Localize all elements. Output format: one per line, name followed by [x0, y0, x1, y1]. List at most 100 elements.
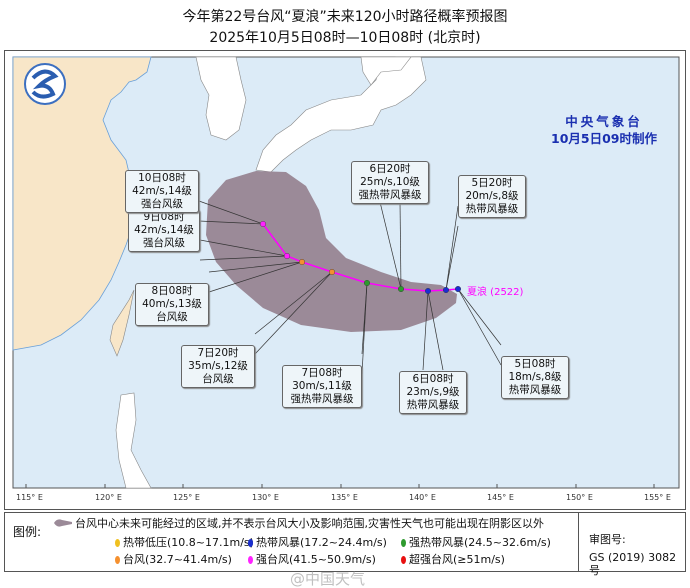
forecast-label: 9日08时 42m/s,14级 强台风级: [128, 209, 200, 252]
forecast-level: 热带风暴级: [508, 384, 562, 396]
legend-dot-icon: [115, 556, 120, 564]
watermark: @中国天气: [290, 570, 366, 588]
land-philippines: [115, 392, 152, 489]
longitude-tick: 125° E: [173, 493, 200, 502]
legend-item: 强热带风暴(24.5~32.6m/s): [401, 534, 551, 550]
legend-item: 热带风暴(17.2~24.4m/s): [248, 534, 387, 550]
forecast-time: 6日20时: [369, 163, 411, 175]
leader-line: [427, 290, 444, 371]
forecast-level: 强热带风暴级: [358, 189, 422, 201]
leader-line: [379, 201, 402, 290]
longitude-tick: 140° E: [409, 493, 436, 502]
issue-time: 10月5日09时制作: [551, 131, 657, 146]
legend-label: 强台风(41.5~50.9m/s): [256, 553, 376, 566]
legend-item: 热带低压(10.8~17.1m/s): [115, 534, 254, 550]
forecast-time: 6日08时: [412, 373, 454, 385]
legend-dot-icon: [401, 539, 406, 547]
forecast-label: 5日08时 18m/s,8级 热带风暴级: [501, 356, 569, 399]
legend-item: 台风(32.7~41.4m/s): [115, 551, 232, 567]
leader-line: [254, 271, 333, 335]
forecast-label: 7日20时 35m/s,12级 台风级: [181, 345, 255, 388]
forecast-time: 5日08时: [514, 358, 556, 370]
longitude-tick: 155° E: [644, 493, 671, 502]
forecast-wind: 18m/s,8级: [508, 371, 562, 383]
cone-swatch-icon: [54, 519, 72, 527]
forecast-wind: 23m/s,9级: [406, 386, 460, 398]
forecast-level: 强台风级: [143, 237, 185, 249]
latitude-tick: 30° N: [683, 197, 685, 217]
track-point-marker[interactable]: [398, 286, 405, 293]
cma-logo: [24, 63, 66, 105]
legend-divider: [578, 513, 579, 571]
forecast-label: 5日20时 20m/s,8级 热带风暴级: [458, 175, 526, 218]
forecast-level: 台风级: [156, 311, 188, 323]
legend-label: 热带风暴(17.2~24.4m/s): [256, 536, 387, 549]
land-korea: [195, 56, 247, 141]
leader-line: [198, 220, 264, 225]
forecast-label: 8日08时 40m/s,13级 台风级: [135, 283, 209, 326]
leader-line: [361, 282, 368, 375]
forecast-label: 6日08时 23m/s,9级 热带风暴级: [399, 371, 467, 414]
leader-line: [422, 290, 429, 371]
legend-item: 强台风(41.5~50.9m/s): [248, 551, 376, 567]
forecast-time: 5日20时: [471, 177, 513, 189]
track-point-marker[interactable]: [425, 288, 432, 295]
forecast-wind: 20m/s,8级: [465, 190, 519, 202]
track-point-marker[interactable]: [364, 280, 371, 287]
cone-description: 台风中心未来可能经过的区域,并不表示台风大小及影响范围,灾害性天气也可能出现在阴…: [75, 517, 544, 530]
track-point-marker[interactable]: [455, 286, 462, 293]
forecast-label: 10日08时 42m/s,14级 强台风级: [125, 170, 199, 213]
legend-title: 图例:: [13, 525, 42, 539]
forecast-label: 7日08时 30m/s,11级 强热带风暴级: [282, 365, 362, 408]
forecast-level: 热带风暴级: [465, 203, 519, 215]
forecast-level: 台风级: [202, 373, 234, 385]
typhoon-name-label: 夏浪 (2522): [467, 285, 524, 298]
longitude-tick: 150° E: [566, 493, 593, 502]
legend-dot-icon: [115, 539, 120, 547]
leader-line: [198, 200, 264, 225]
leader-line: [208, 261, 303, 273]
track-point-marker[interactable]: [284, 252, 291, 259]
legend-label: 热带低压(10.8~17.1m/s): [123, 536, 254, 549]
track-point-marker[interactable]: [299, 259, 306, 266]
legend-label: 超强台风(≥51m/s): [409, 553, 505, 566]
forecast-level: 强台风级: [141, 198, 183, 210]
forecast-wind: 42m/s,14级: [134, 224, 194, 236]
track-point-marker[interactable]: [443, 287, 450, 294]
forecast-label: 6日20时 25m/s,10级 强热带风暴级: [351, 161, 429, 204]
forecast-wind: 42m/s,14级: [132, 185, 192, 197]
track-point-marker[interactable]: [260, 220, 267, 227]
forecast-time: 10日08时: [138, 172, 186, 184]
forecast-time: 7日08时: [301, 367, 343, 379]
forecast-time: 9日08时: [143, 211, 185, 223]
forecast-time: 8日08时: [151, 285, 193, 297]
land-taiwan: [109, 289, 135, 357]
forecast-wind: 25m/s,10级: [360, 176, 420, 188]
leader-line: [457, 288, 502, 346]
forecast-wind: 35m/s,12级: [188, 360, 248, 372]
agency-block: 中央气象台 10月5日09时制作: [551, 113, 657, 147]
review-label: 审图号:: [589, 533, 626, 546]
leader-line: [254, 271, 333, 355]
map-canvas: 35° N 30° N 25° N 20° N 15° N 115° E 120° E 12…: [12, 56, 690, 502]
forecast-wind: 40m/s,13级: [142, 298, 202, 310]
legend-label: 强热带风暴(24.5~32.6m/s): [409, 536, 551, 549]
latitude-tick: 20° N: [683, 370, 685, 390]
leader-line: [445, 225, 459, 291]
forecast-time: 7日20时: [197, 347, 239, 359]
forecast-wind: 30m/s,11级: [292, 380, 352, 392]
legend-dot-icon: [248, 539, 253, 547]
legend-dot-icon: [401, 556, 406, 564]
latitude-tick: 25° N: [683, 287, 685, 307]
track-point-marker[interactable]: [329, 269, 336, 276]
map-subtitle: 2025年10月5日08时—10日08时 (北京时): [209, 30, 481, 46]
review-number: GS (2019) 3082号: [589, 551, 677, 577]
agency-name: 中央气象台: [565, 114, 643, 129]
longitude-tick: 135° E: [331, 493, 358, 502]
legend: 图例: 台风中心未来可能经过的区域,并不表示台风大小及影响范围,灾害性天气也可能…: [4, 512, 686, 577]
latitude-tick: 15° N: [683, 450, 685, 470]
land-hokkaido: [360, 56, 412, 86]
leader-line: [199, 255, 288, 261]
map-title: 今年第22号台风“夏浪”未来120小时路径概率预报图: [182, 9, 508, 25]
forecast-level: 强热带风暴级: [290, 393, 354, 405]
